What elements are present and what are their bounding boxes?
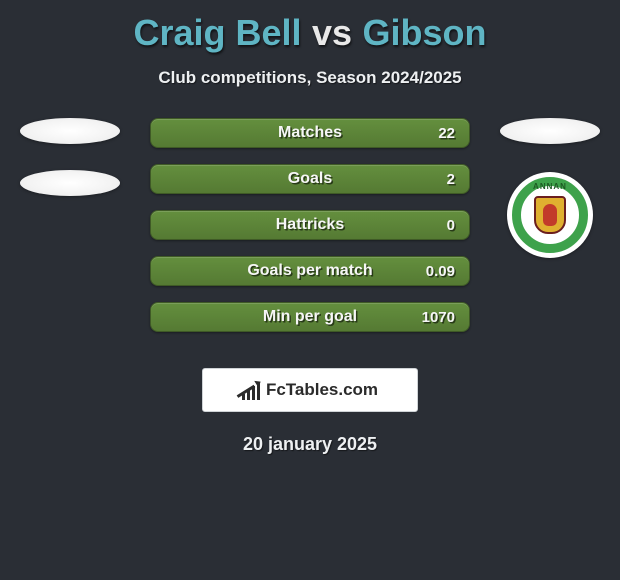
- stat-value-right: 0.09: [426, 257, 455, 285]
- stat-row-hattricks: Hattricks 0: [150, 210, 470, 240]
- stat-label: Matches: [151, 119, 469, 147]
- player2-club-badge: ANNAN: [507, 172, 593, 258]
- badge-crest-icon: [534, 196, 566, 234]
- player1-name: Craig Bell: [134, 12, 302, 53]
- stat-value-right: 0: [447, 211, 455, 239]
- comparison-card: Craig Bell vs Gibson Club competitions, …: [0, 0, 620, 580]
- stat-value-right: 22: [438, 119, 455, 147]
- stat-label: Goals per match: [151, 257, 469, 285]
- title: Craig Bell vs Gibson: [10, 12, 610, 54]
- stat-row-goals: Goals 2: [150, 164, 470, 194]
- stat-row-goals-per-match: Goals per match 0.09: [150, 256, 470, 286]
- stat-label: Goals: [151, 165, 469, 193]
- player1-avatar-placeholder: [20, 118, 120, 144]
- date: 20 january 2025: [10, 434, 610, 455]
- left-avatar-column: [20, 118, 120, 222]
- vs-label: vs: [312, 12, 352, 53]
- stats-area: ANNAN Matches 22 Goals 2 Hattricks 0 Goa…: [10, 118, 610, 358]
- source-logo[interactable]: FcTables.com: [202, 368, 418, 412]
- stat-rows: Matches 22 Goals 2 Hattricks 0 Goals per…: [150, 118, 470, 348]
- stat-label: Hattricks: [151, 211, 469, 239]
- stat-value-right: 2: [447, 165, 455, 193]
- player2-avatar-placeholder: [500, 118, 600, 144]
- chart-icon: [242, 380, 260, 400]
- badge-text: ANNAN: [507, 182, 593, 191]
- source-logo-text: FcTables.com: [266, 380, 378, 400]
- player2-name: Gibson: [363, 12, 487, 53]
- stat-value-right: 1070: [422, 303, 455, 331]
- stat-row-min-per-goal: Min per goal 1070: [150, 302, 470, 332]
- subtitle: Club competitions, Season 2024/2025: [10, 68, 610, 88]
- stat-row-matches: Matches 22: [150, 118, 470, 148]
- right-avatar-column: ANNAN: [500, 118, 600, 258]
- player1-club-placeholder: [20, 170, 120, 196]
